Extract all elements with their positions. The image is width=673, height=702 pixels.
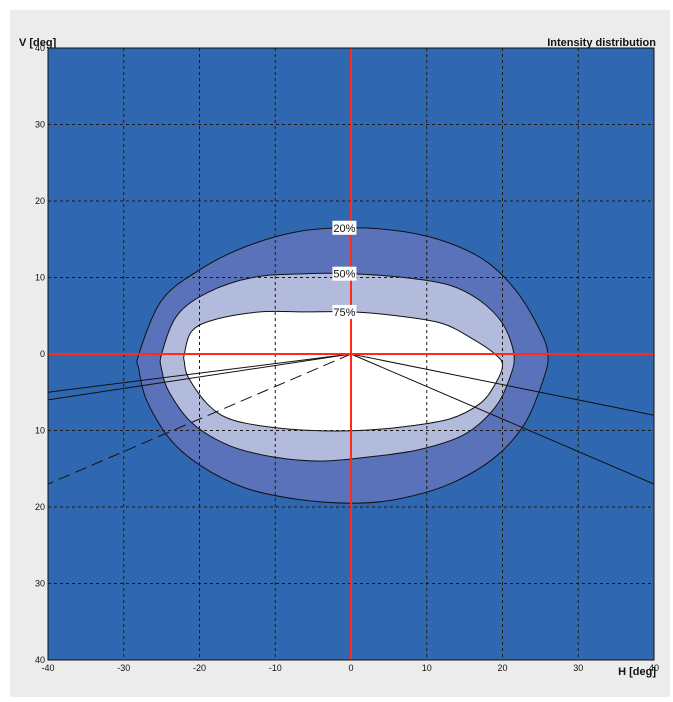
x-tick-label: -40 xyxy=(41,663,54,673)
x-tick-label: 20 xyxy=(497,663,507,673)
cutoff-ray-1 xyxy=(47,353,352,393)
cutoff-ray-4 xyxy=(350,353,655,416)
contour-label-box xyxy=(332,304,357,319)
y-tick-label: 10 xyxy=(35,426,45,436)
y-tick-label: 40 xyxy=(35,43,45,53)
contour-label-75-percent: 75% xyxy=(332,304,357,319)
x-tick-label: 40 xyxy=(649,663,659,673)
contour-label-box xyxy=(332,220,357,235)
y-tick-label: 30 xyxy=(35,579,45,589)
chart-title: Intensity distribution xyxy=(547,37,656,49)
y-tick-label: 20 xyxy=(35,196,45,206)
contour-label-50-percent: 50% xyxy=(332,266,357,281)
y-axis-title: V [deg] xyxy=(19,37,57,49)
cutoff-ray-3 xyxy=(47,353,352,485)
x-tick-label: -10 xyxy=(269,663,282,673)
x-tick-label: -20 xyxy=(193,663,206,673)
plot-frame xyxy=(47,47,655,661)
x-tick-label: 30 xyxy=(573,663,583,673)
cutoff-ray-5 xyxy=(350,353,655,485)
tick-labels: -40 -30 -20 -10 0 10 20 30 40 40 30 20 10 0 10 20 30 40 xyxy=(35,43,659,673)
y-tick-label: 0 xyxy=(40,349,45,359)
x-tick-label: 0 xyxy=(348,663,353,673)
contour-75-percent xyxy=(183,310,504,432)
plot-area: 20% 50% 75% xyxy=(47,47,655,661)
x-tick-label: -30 xyxy=(117,663,130,673)
contour-label-20-percent: 20% xyxy=(332,220,357,235)
y-tick-label: 20 xyxy=(35,502,45,512)
intensity-chart: V [deg] Intensity distribution H [deg] 2… xyxy=(19,37,659,678)
y-tick-label: 10 xyxy=(35,273,45,283)
intensity-chart-panel: V [deg] Intensity distribution H [deg] 2… xyxy=(10,10,670,697)
x-axis-title: H [deg] xyxy=(618,666,656,678)
x-tick-label: 10 xyxy=(422,663,432,673)
contour-label-text: 20% xyxy=(333,223,355,235)
y-tick-label: 40 xyxy=(35,655,45,665)
contour-label-text: 50% xyxy=(333,269,355,281)
cutoff-ray-2 xyxy=(47,353,352,401)
contour-label-text: 75% xyxy=(333,307,355,319)
contour-label-box xyxy=(332,266,357,281)
y-tick-label: 30 xyxy=(35,120,45,130)
